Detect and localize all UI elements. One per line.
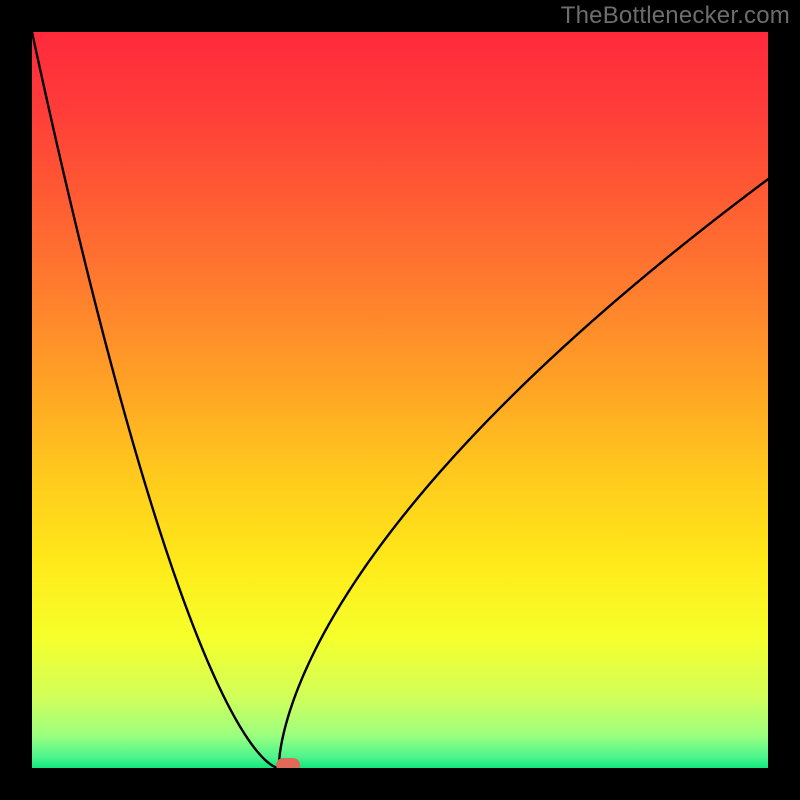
- bottleneck-chart: [0, 0, 800, 800]
- plot-background: [32, 32, 768, 768]
- chart-frame: TheBottlenecker.com: [0, 0, 800, 800]
